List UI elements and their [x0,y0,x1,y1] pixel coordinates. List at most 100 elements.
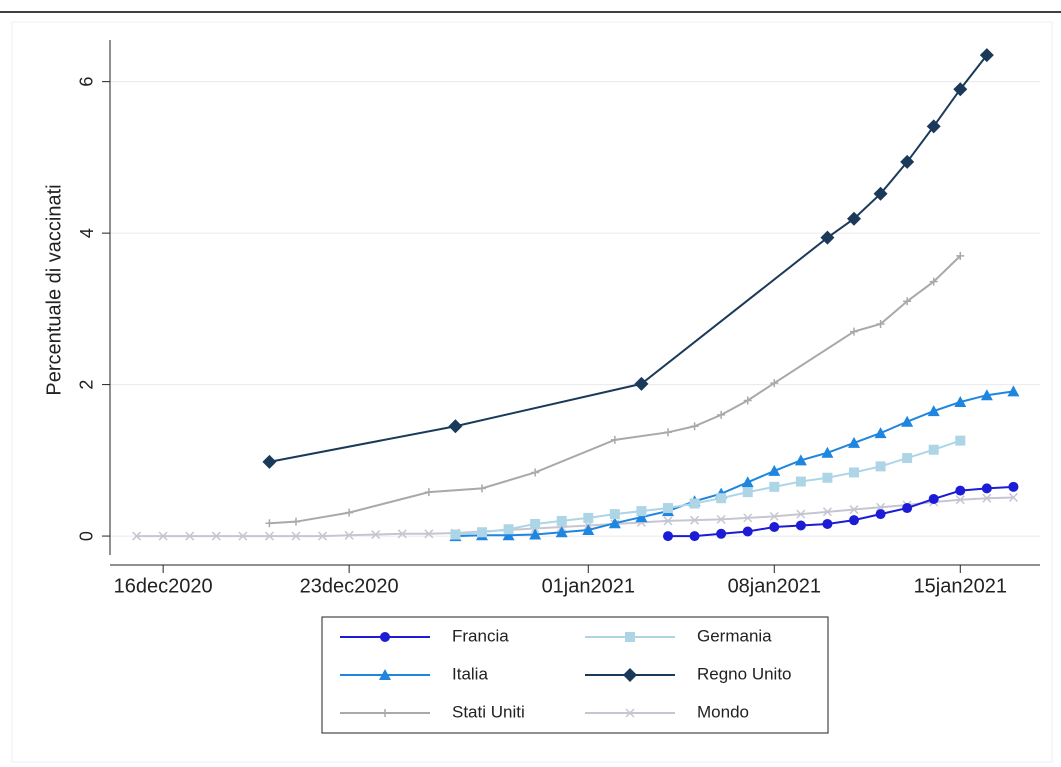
point [848,436,860,448]
legend-label: Stati Uniti [452,702,525,721]
legend-marker [380,632,390,642]
point [478,484,486,493]
point [769,521,780,532]
point [769,511,779,521]
point [876,320,885,329]
point [849,467,859,478]
legend-marker [625,708,635,718]
point [424,529,434,539]
point [344,530,354,540]
point [929,277,938,286]
point [903,297,912,306]
x-tick-label: 23dec2020 [300,575,399,597]
x-tick-label: 01jan2021 [542,575,635,597]
point [742,526,753,537]
legend-label: Germania [697,626,772,645]
point [982,493,992,503]
point [424,488,433,497]
point [743,513,753,523]
point [741,476,754,488]
point [636,506,647,517]
legend-marker [381,709,389,717]
legend-marker [623,668,637,682]
y-tick-label: 6 [77,77,97,87]
x-tick-label: 15jan2021 [914,575,1007,597]
point [556,515,567,526]
point [821,446,834,458]
point [1007,385,1020,397]
point [448,419,463,434]
point [769,481,780,492]
series-line [455,390,1014,538]
point [849,505,859,515]
point [717,410,726,419]
point [503,524,514,535]
point [663,503,673,514]
point [555,526,568,538]
point [502,529,515,541]
point [663,516,673,526]
point [874,427,887,439]
point [954,396,967,408]
y-tick-label: 4 [77,228,97,238]
x-tick-label: 16dec2020 [114,575,213,597]
point [610,435,619,444]
point [928,493,939,504]
point [716,514,726,524]
point [211,531,221,541]
point [529,528,542,540]
legend-marker [625,632,635,642]
point [690,515,700,525]
point [847,211,861,226]
point [663,531,673,542]
point [583,512,594,523]
point [875,509,886,520]
point [742,487,753,498]
point [953,82,968,97]
point [689,531,700,542]
point [981,483,992,494]
point [902,503,913,514]
point [822,472,833,483]
point [318,531,328,541]
point [743,396,752,405]
x-tick-label: 08jan2021 [728,575,821,597]
point [875,461,886,472]
point [531,468,540,477]
point [979,48,994,63]
point [262,454,277,469]
point [822,507,832,517]
point [292,517,300,526]
point [956,251,965,260]
point [264,531,274,541]
series-line [269,54,988,463]
point [768,464,781,476]
point [955,485,966,496]
point [609,509,620,520]
point [690,422,699,431]
point [796,509,806,519]
point [185,531,195,541]
point [158,531,168,541]
point [371,530,381,540]
point [265,519,274,528]
legend-label: Italia [452,664,488,683]
point [345,508,354,517]
y-tick-label: 2 [77,380,97,390]
y-axis-label: Percentuale di vaccinati [43,184,65,395]
point [689,498,700,509]
point [820,230,835,245]
legend-label: Regno Unito [697,664,792,683]
point [822,518,833,529]
point [1008,492,1018,502]
point [927,405,940,417]
point [634,376,649,391]
legend-label: Mondo [697,702,749,721]
legend-label: Francia [452,626,509,645]
point [980,389,993,401]
point [716,528,727,539]
point [794,454,807,466]
point [132,531,142,541]
point [664,428,672,437]
